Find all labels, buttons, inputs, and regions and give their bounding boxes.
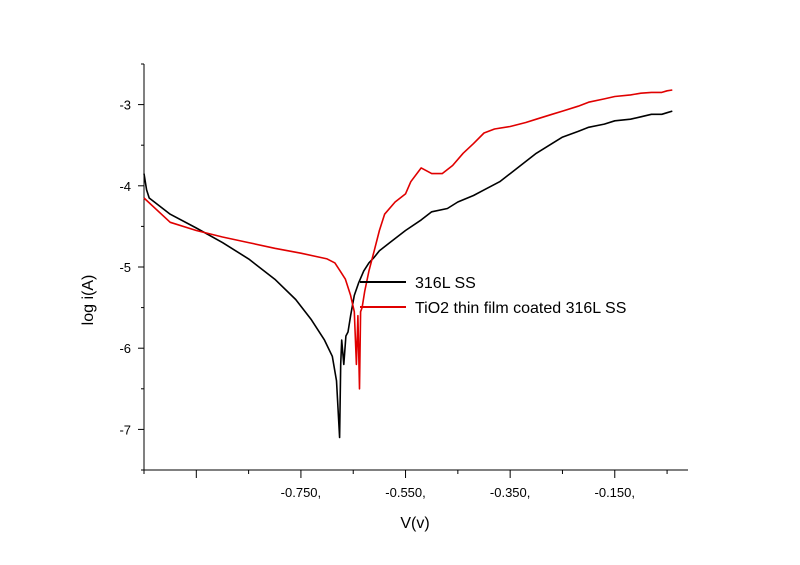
series-line-tio2 — [143, 89, 673, 390]
y-tick-label: -3 — [119, 98, 131, 113]
axes — [143, 64, 688, 471]
x-tick-label: -0.150, — [595, 485, 635, 500]
legend-label-tio2: TiO2 thin film coated 316L SS — [415, 300, 626, 317]
y-tick-label: -4 — [119, 179, 131, 194]
y-tick-label: -7 — [119, 422, 131, 437]
x-tick-label: -0.350, — [490, 485, 530, 500]
y-tick-label: -6 — [119, 341, 131, 356]
legend-label-316l: 316L SS — [415, 275, 476, 292]
plot-lines — [143, 89, 673, 439]
series-line-316l — [143, 110, 673, 439]
ticks: -7 -6 -5 -4 -3 -0.750, -0.550, -0.350, -0.150, — [119, 63, 668, 500]
x-tick-label: -0.550, — [385, 485, 425, 500]
y-tick-label: -5 — [119, 260, 131, 275]
y-axis-title: log i(A) — [80, 275, 97, 326]
legend: 316L SS TiO2 thin film coated 316L SS — [360, 275, 626, 317]
x-tick-label: -0.750, — [281, 485, 321, 500]
x-axis-title: V(v) — [400, 515, 429, 532]
